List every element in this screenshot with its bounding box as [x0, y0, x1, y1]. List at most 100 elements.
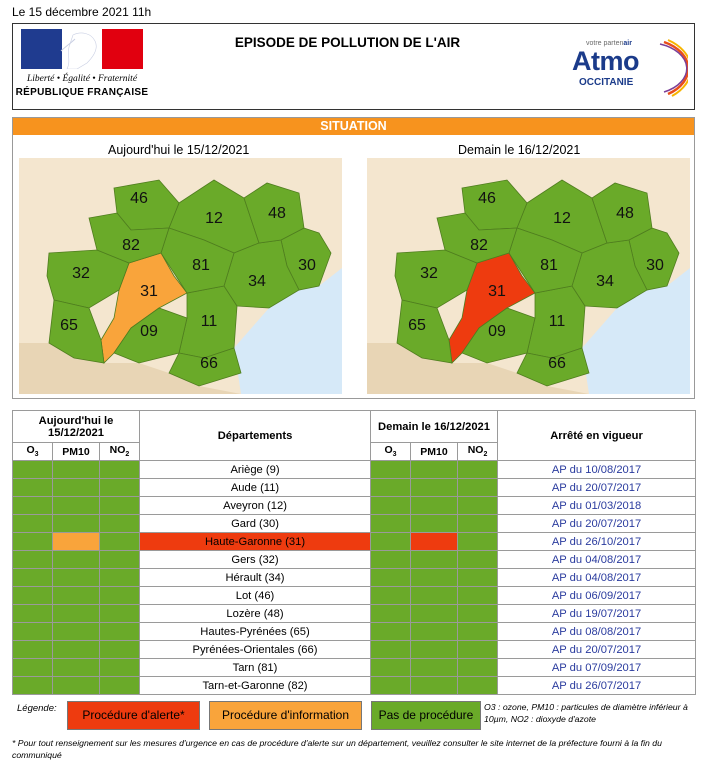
department-name: Hautes-Pyrénées (65)	[139, 622, 371, 641]
pollutant-pm10-today: PM10	[52, 442, 100, 461]
department-label-31: 31	[488, 283, 506, 300]
tomorrow-o3-cell	[370, 658, 411, 677]
tomorrow-no2-cell	[456, 676, 499, 695]
today-o3-cell	[12, 532, 53, 551]
today-pm10-cell	[52, 604, 100, 623]
arrete-link[interactable]: AP du 01/03/2018	[497, 496, 697, 515]
legend-information: Procédure d'information	[209, 701, 362, 730]
arrete-link[interactable]: AP du 08/08/2017	[497, 622, 697, 641]
tomorrow-no2-cell	[456, 514, 499, 533]
department-name: Tarn (81)	[139, 658, 371, 677]
arrete-link[interactable]: AP du 26/07/2017	[497, 676, 697, 695]
arrete-link[interactable]: AP du 19/07/2017	[497, 604, 697, 623]
department-shape-66	[168, 347, 242, 387]
department-label-66: 66	[200, 355, 218, 372]
tomorrow-o3-cell	[370, 532, 411, 551]
tomorrow-no2-cell	[456, 586, 499, 605]
pollutant-no2-tomorrow: NO2	[456, 442, 499, 461]
tomorrow-no2-cell	[456, 478, 499, 497]
legend-alert: Procédure d'alerte*	[67, 701, 200, 730]
department-shape-82	[436, 212, 518, 264]
today-o3-cell	[12, 496, 53, 515]
department-shape-48	[591, 182, 653, 244]
table-row: Aude (11) AP du 20/07/2017	[12, 478, 697, 497]
arrete-link[interactable]: AP du 26/10/2017	[497, 532, 697, 551]
department-label-30: 30	[298, 257, 316, 274]
arrete-link[interactable]: AP du 20/07/2017	[497, 478, 697, 497]
atmo-tagline: votre partenair	[586, 40, 632, 47]
arrete-link[interactable]: AP du 10/08/2017	[497, 460, 697, 479]
department-shape-34	[571, 239, 648, 309]
today-pm10-cell	[52, 550, 100, 569]
department-label-65: 65	[408, 317, 426, 334]
tomorrow-o3-cell	[370, 622, 411, 641]
department-label-82: 82	[122, 237, 140, 254]
department-label-81: 81	[540, 257, 558, 274]
table-row: Tarn (81) AP du 07/09/2017	[12, 658, 697, 677]
today-no2-cell	[99, 496, 140, 515]
table-row: Pyrénées-Orientales (66) AP du 20/07/2017	[12, 640, 697, 659]
tomorrow-o3-cell	[370, 550, 411, 569]
today-pm10-cell	[52, 622, 100, 641]
department-name: Ariège (9)	[139, 460, 371, 479]
tomorrow-pm10-cell	[410, 568, 458, 587]
tomorrow-o3-cell	[370, 496, 411, 515]
arrete-link[interactable]: AP du 04/08/2017	[497, 550, 697, 569]
today-no2-cell	[99, 514, 140, 533]
tomorrow-map-caption: Demain le 16/12/2021	[458, 143, 581, 157]
table-row: Tarn-et-Garonne (82) AP du 26/07/2017	[12, 676, 697, 695]
legend-pollutant-note: O3 : ozone, PM10 : particules de diamètr…	[484, 702, 688, 724]
tomorrow-no2-cell	[456, 460, 499, 479]
department-label-32: 32	[420, 265, 438, 282]
department-label-12: 12	[205, 210, 223, 227]
department-name: Gers (32)	[139, 550, 371, 569]
today-o3-cell	[12, 640, 53, 659]
arrete-link[interactable]: AP du 20/07/2017	[497, 640, 697, 659]
department-name: Lot (46)	[139, 586, 371, 605]
today-o3-cell	[12, 658, 53, 677]
legend-none: Pas de procédure	[371, 701, 481, 730]
tomorrow-o3-cell	[370, 676, 411, 695]
today-pm10-cell	[52, 460, 100, 479]
department-name: Haute-Garonne (31)	[139, 532, 371, 551]
department-label-30: 30	[646, 257, 664, 274]
tomorrow-no2-cell	[456, 532, 499, 551]
department-name: Lozère (48)	[139, 604, 371, 623]
republique-francaise-logo: Liberté • Égalité • Fraternité RÉPUBLIQU…	[13, 24, 151, 109]
today-o3-cell	[12, 586, 53, 605]
table-row: Haute-Garonne (31) AP du 26/10/2017	[12, 532, 697, 551]
marianne-flag-icon	[21, 29, 144, 69]
department-label-31: 31	[140, 283, 158, 300]
department-name: Pyrénées-Orientales (66)	[139, 640, 371, 659]
tomorrow-pm10-cell	[410, 586, 458, 605]
today-no2-cell	[99, 568, 140, 587]
department-label-11: 11	[201, 313, 218, 330]
tomorrow-pm10-cell	[410, 658, 458, 677]
page-title: EPISODE DE POLLUTION DE L'AIR	[234, 35, 461, 50]
arrete-link[interactable]: AP du 07/09/2017	[497, 658, 697, 677]
pollutant-no2-today: NO2	[99, 442, 140, 461]
arrete-link[interactable]: AP du 06/09/2017	[497, 586, 697, 605]
today-o3-cell	[12, 478, 53, 497]
table-row: Ariège (9) AP du 10/08/2017	[12, 460, 697, 479]
today-pm10-cell	[52, 496, 100, 515]
rf-motto: Liberté • Égalité • Fraternité	[26, 74, 138, 84]
report-header: Liberté • Égalité • Fraternité RÉPUBLIQU…	[12, 23, 695, 110]
department-label-66: 66	[548, 355, 566, 372]
legend-label: Légende:	[17, 703, 57, 714]
department-label-46: 46	[130, 190, 148, 207]
department-label-46: 46	[478, 190, 496, 207]
arrete-link[interactable]: AP du 20/07/2017	[497, 514, 697, 533]
department-label-34: 34	[596, 273, 614, 290]
today-pm10-cell	[52, 586, 100, 605]
sea-area	[234, 268, 342, 394]
arrete-link[interactable]: AP du 04/08/2017	[497, 568, 697, 587]
department-name: Hérault (34)	[139, 568, 371, 587]
department-label-11: 11	[549, 313, 566, 330]
report-date: Le 15 décembre 2021 11h	[12, 5, 152, 19]
pollutant-o3-today: O3	[12, 442, 53, 461]
footnote: * Pour tout renseignement sur les mesure…	[12, 738, 662, 760]
today-no2-cell	[99, 550, 140, 569]
today-o3-cell	[12, 460, 53, 479]
tomorrow-pm10-cell	[410, 676, 458, 695]
